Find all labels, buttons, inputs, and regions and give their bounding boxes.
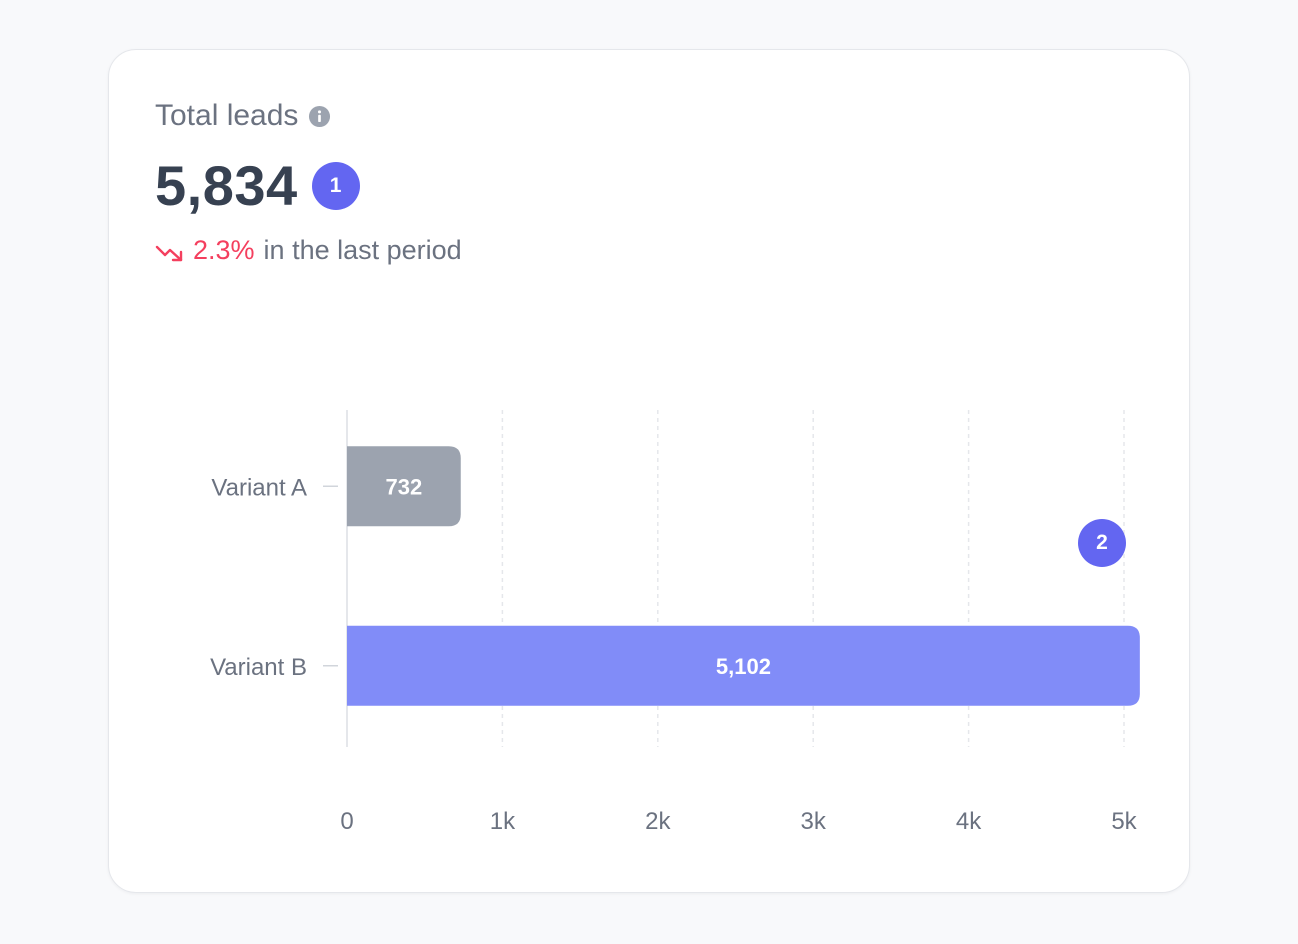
bar-value-label: 732 <box>386 474 423 499</box>
x-tick-label: 1k <box>490 808 516 835</box>
x-tick-label: 5k <box>1111 808 1137 835</box>
total-leads-card: Total leads 5,834 1 2.3% in the last per… <box>108 49 1190 893</box>
category-label: Variant B <box>210 654 307 681</box>
change-row: 2.3% in the last period <box>155 234 462 266</box>
change-text: in the last period <box>263 235 462 265</box>
title-row: Total leads <box>155 98 331 134</box>
x-tick-label: 4k <box>956 808 982 835</box>
info-icon[interactable] <box>308 105 331 128</box>
value-row: 5,834 1 <box>155 154 360 218</box>
x-tick-label: 0 <box>340 808 353 835</box>
total-value: 5,834 <box>155 154 298 217</box>
trending-down-icon <box>155 239 185 262</box>
category-label: Variant A <box>211 474 307 501</box>
card-title: Total leads <box>155 99 299 132</box>
step-badge-2: 2 <box>1078 519 1126 567</box>
x-tick-label: 2k <box>645 808 671 835</box>
bar-variant-a <box>347 446 461 527</box>
bar-chart: 732 Variant A 5,102 Variant B 0 1k 2k 3k 4k 5k <box>210 410 1140 835</box>
bar-value-label: 5,102 <box>716 654 771 679</box>
bar-variant-b <box>347 625 1140 706</box>
step-badge-1: 1 <box>311 162 360 210</box>
change-percent: 2.3% <box>193 235 255 265</box>
x-tick-label: 3k <box>801 808 827 835</box>
